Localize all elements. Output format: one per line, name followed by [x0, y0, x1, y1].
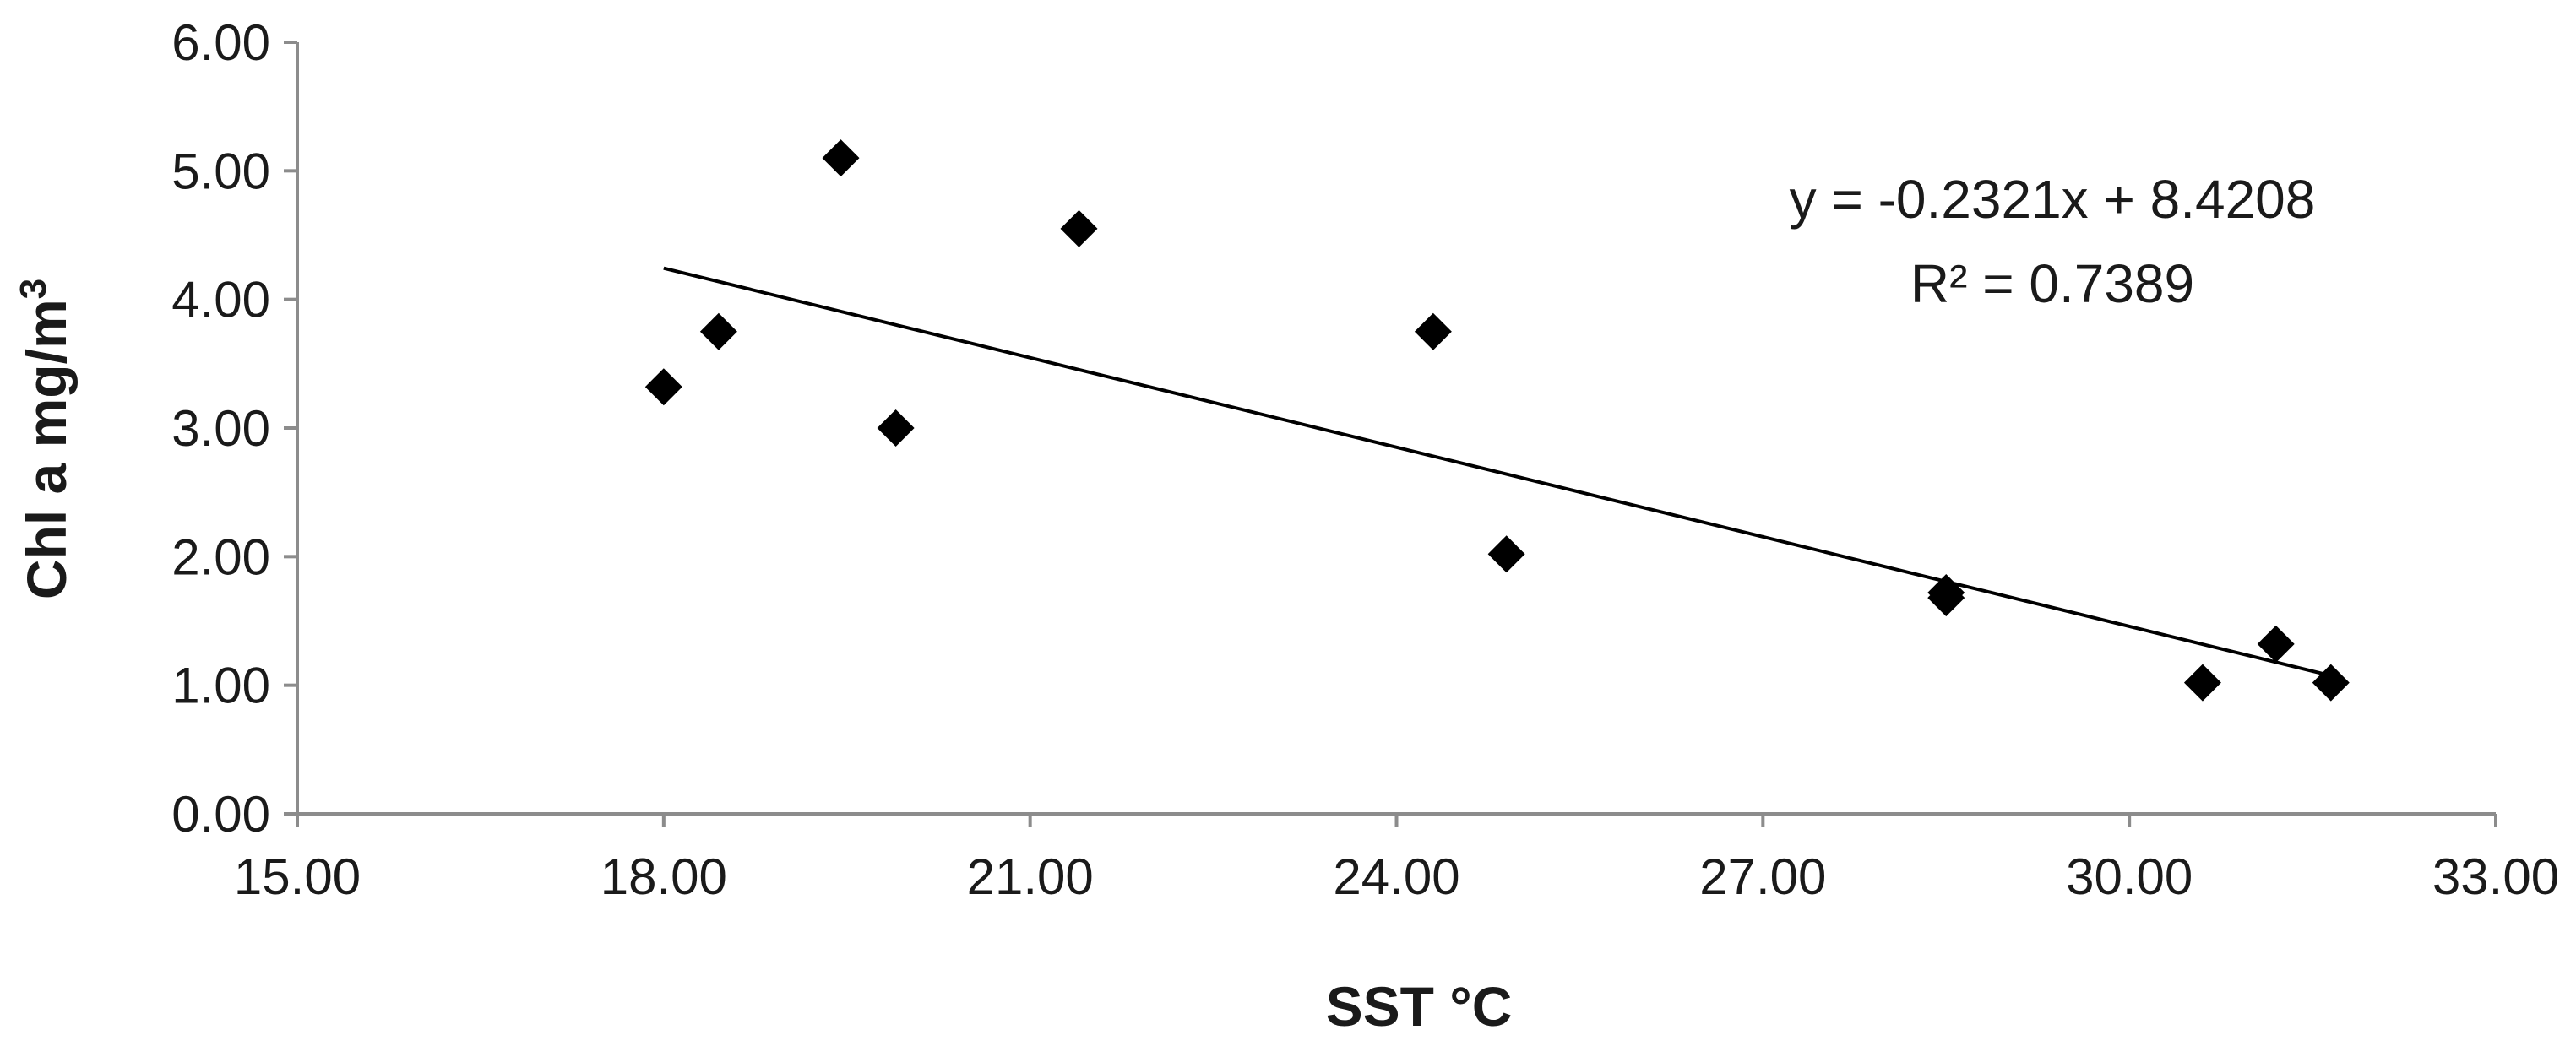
- axes: [296, 42, 2496, 816]
- data-point: [699, 312, 737, 350]
- y-tick-label: 2.00: [171, 528, 270, 585]
- data-point: [1487, 535, 1525, 573]
- x-tick-label: 30.00: [2066, 848, 2193, 905]
- x-tick-label: 24.00: [1333, 848, 1459, 905]
- trendline: [663, 266, 2332, 678]
- ticks: 15.00 18.00 21.00 24.00 27.00 30.00 33.00 0.00 1…: [171, 14, 2559, 905]
- data-point: [877, 409, 915, 447]
- y-tick-label: 4.00: [171, 272, 270, 328]
- y-axis-title-main: Chl a mg/m: [15, 299, 78, 599]
- x-tick-label: 27.00: [1699, 848, 1826, 905]
- data-point: [1060, 209, 1098, 247]
- trendline-equation: y = -0.2321x + 8.4208: [1790, 169, 2316, 230]
- data-point: [1414, 312, 1452, 350]
- y-axis-title: Chl a mg/m3: [13, 279, 79, 599]
- y-axis-title-superscript: 3: [13, 279, 54, 299]
- y-tick-label: 6.00: [171, 14, 270, 71]
- x-tick-label: 18.00: [601, 848, 727, 905]
- data-point: [2312, 664, 2350, 702]
- data-point: [822, 139, 860, 177]
- y-tick-label: 1.00: [171, 658, 270, 714]
- x-tick-label: 21.00: [967, 848, 1094, 905]
- y-tick-label: 3.00: [171, 400, 270, 457]
- data-point: [2257, 625, 2295, 663]
- data-point: [2183, 664, 2221, 702]
- data-points: [644, 139, 2350, 702]
- data-point: [1927, 579, 1965, 617]
- y-tick-label: 0.00: [171, 786, 270, 843]
- data-point: [644, 368, 682, 406]
- trendline-group: [663, 266, 2332, 678]
- x-axis-title: SST °C: [1326, 975, 1513, 1038]
- y-tick-label: 5.00: [171, 143, 270, 199]
- trendline-r-squared: R² = 0.7389: [1910, 253, 2194, 314]
- x-tick-label: 33.00: [2432, 848, 2559, 905]
- x-tick-label: 15.00: [234, 848, 361, 905]
